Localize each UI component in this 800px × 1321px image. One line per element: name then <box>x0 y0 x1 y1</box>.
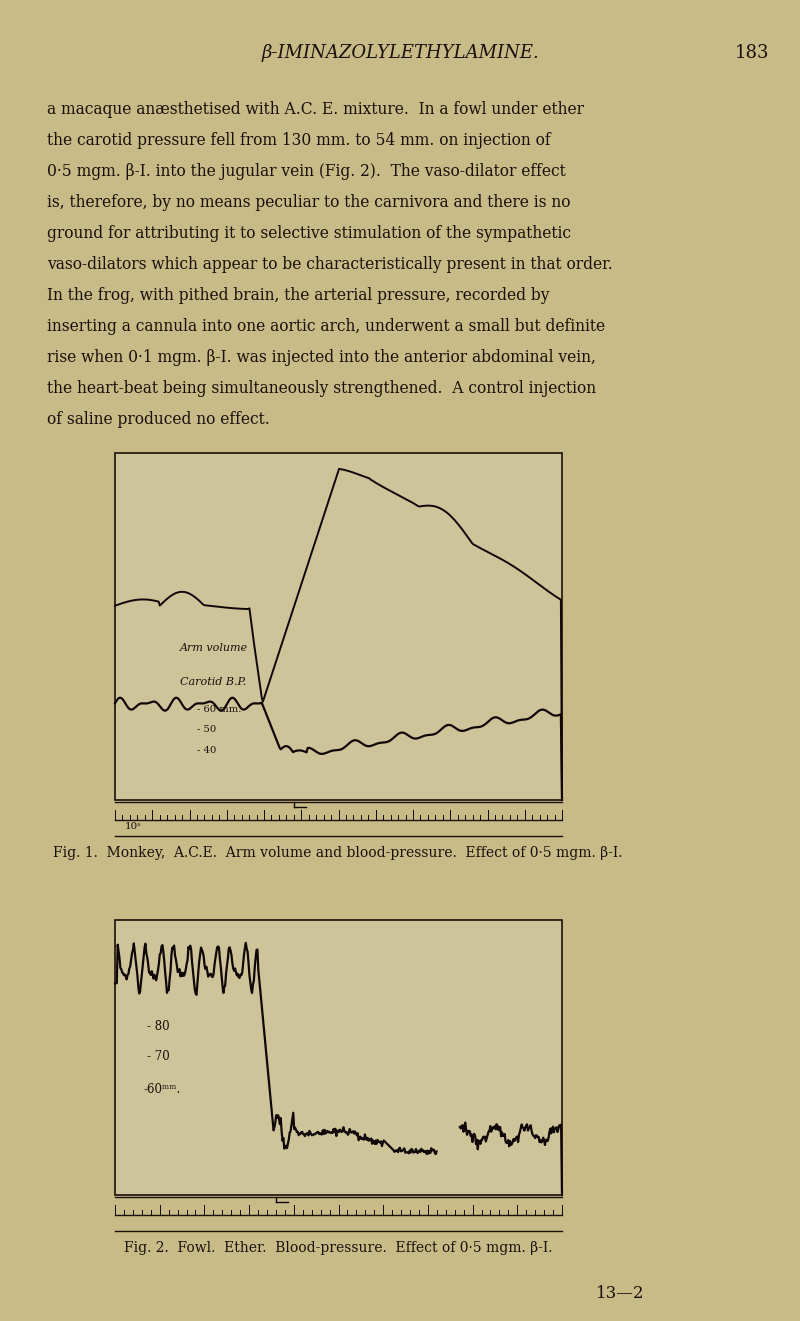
Bar <box>115 453 562 801</box>
Text: 0·5 mgm. β-I. into the jugular vein (Fig. 2).  The vaso-dilator effect: 0·5 mgm. β-I. into the jugular vein (Fig… <box>47 162 566 180</box>
Text: Arm volume: Arm volume <box>180 643 248 653</box>
Text: inserting a cannula into one aortic arch, underwent a small but definite: inserting a cannula into one aortic arch… <box>47 318 605 336</box>
Text: - 40: - 40 <box>197 746 216 756</box>
Text: 183: 183 <box>735 44 770 62</box>
Text: 10ˢ: 10ˢ <box>125 822 142 831</box>
Text: -60ᵐᵐ.: -60ᵐᵐ. <box>143 1083 180 1096</box>
Text: is, therefore, by no means peculiar to the carnivora and there is no: is, therefore, by no means peculiar to t… <box>47 194 570 211</box>
Text: 13—2: 13—2 <box>596 1284 644 1301</box>
Text: Carotid B.P.: Carotid B.P. <box>180 678 246 687</box>
Text: the carotid pressure fell from 130 mm. to 54 mm. on injection of: the carotid pressure fell from 130 mm. t… <box>47 132 550 149</box>
Text: - 60 mm.: - 60 mm. <box>197 704 242 713</box>
Text: β-IMINAZOLYLETHYLAMINE.: β-IMINAZOLYLETHYLAMINE. <box>261 44 539 62</box>
Text: Fig. 2.  Fowl.  Ether.  Blood-pressure.  Effect of 0·5 mgm. β-I.: Fig. 2. Fowl. Ether. Blood-pressure. Eff… <box>124 1240 552 1255</box>
Text: Fig. 1.  Monkey,  A.C.E.  Arm volume and blood-pressure.  Effect of 0·5 mgm. β-I: Fig. 1. Monkey, A.C.E. Arm volume and bl… <box>54 845 622 860</box>
Text: - 50: - 50 <box>197 725 216 734</box>
Text: a macaque anæsthetised with A.C. E. mixture.  In a fowl under ether: a macaque anæsthetised with A.C. E. mixt… <box>47 100 584 118</box>
Text: vaso-dilators which appear to be characteristically present in that order.: vaso-dilators which appear to be charact… <box>47 256 613 273</box>
Text: the heart-beat being simultaneously strengthened.  A control injection: the heart-beat being simultaneously stre… <box>47 380 596 398</box>
Text: rise when 0·1 mgm. β-I. was injected into the anterior abdominal vein,: rise when 0·1 mgm. β-I. was injected int… <box>47 349 596 366</box>
Text: - 70: - 70 <box>147 1050 170 1063</box>
Text: ground for attributing it to selective stimulation of the sympathetic: ground for attributing it to selective s… <box>47 225 571 242</box>
Bar <box>115 919 562 1196</box>
Text: In the frog, with pithed brain, the arterial pressure, recorded by: In the frog, with pithed brain, the arte… <box>47 287 550 304</box>
Text: of saline produced no effect.: of saline produced no effect. <box>47 411 270 428</box>
Text: - 80: - 80 <box>147 1020 170 1033</box>
